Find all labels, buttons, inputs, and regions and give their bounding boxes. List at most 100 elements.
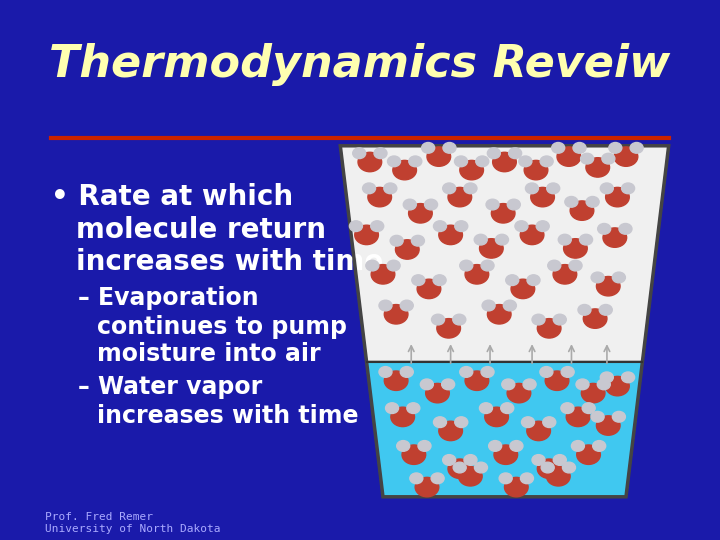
Circle shape bbox=[570, 201, 594, 220]
Text: increases with time: increases with time bbox=[97, 404, 359, 428]
Circle shape bbox=[407, 403, 420, 414]
Circle shape bbox=[480, 403, 492, 414]
Circle shape bbox=[515, 221, 528, 232]
Circle shape bbox=[371, 221, 384, 232]
Circle shape bbox=[548, 260, 561, 271]
Circle shape bbox=[349, 221, 362, 232]
Circle shape bbox=[443, 455, 456, 465]
Circle shape bbox=[372, 265, 395, 284]
Circle shape bbox=[553, 265, 577, 284]
Circle shape bbox=[552, 143, 564, 153]
Circle shape bbox=[459, 467, 482, 486]
Circle shape bbox=[481, 367, 494, 377]
Circle shape bbox=[596, 416, 620, 435]
Circle shape bbox=[448, 459, 472, 478]
Circle shape bbox=[619, 224, 632, 234]
Circle shape bbox=[422, 143, 435, 153]
Circle shape bbox=[537, 319, 561, 338]
Circle shape bbox=[613, 411, 626, 422]
Circle shape bbox=[418, 441, 431, 451]
Text: Thermodynamics Reveiw: Thermodynamics Reveiw bbox=[50, 43, 670, 86]
Circle shape bbox=[598, 224, 611, 234]
Circle shape bbox=[536, 221, 549, 232]
Text: University of North Dakota: University of North Dakota bbox=[45, 524, 220, 534]
Circle shape bbox=[363, 183, 376, 194]
Circle shape bbox=[503, 300, 516, 311]
Text: molecule return: molecule return bbox=[76, 215, 326, 244]
Circle shape bbox=[591, 411, 604, 422]
Circle shape bbox=[400, 300, 413, 311]
Circle shape bbox=[602, 153, 615, 164]
Circle shape bbox=[474, 234, 487, 245]
Circle shape bbox=[561, 367, 574, 377]
Circle shape bbox=[384, 183, 397, 194]
Circle shape bbox=[427, 147, 451, 166]
Circle shape bbox=[358, 152, 382, 172]
Circle shape bbox=[499, 473, 512, 484]
Circle shape bbox=[553, 314, 567, 325]
Circle shape bbox=[500, 403, 514, 414]
Circle shape bbox=[487, 305, 511, 324]
Circle shape bbox=[543, 417, 556, 428]
Circle shape bbox=[426, 383, 449, 403]
Circle shape bbox=[485, 407, 508, 427]
Circle shape bbox=[403, 199, 416, 210]
Circle shape bbox=[569, 260, 582, 271]
Circle shape bbox=[583, 309, 607, 328]
Circle shape bbox=[460, 260, 473, 271]
Circle shape bbox=[387, 156, 400, 167]
Circle shape bbox=[495, 234, 508, 245]
Circle shape bbox=[508, 199, 521, 210]
Circle shape bbox=[374, 148, 387, 159]
Circle shape bbox=[540, 156, 553, 167]
Circle shape bbox=[482, 300, 495, 311]
Circle shape bbox=[599, 305, 612, 315]
Circle shape bbox=[410, 473, 423, 484]
Circle shape bbox=[630, 143, 643, 153]
Circle shape bbox=[437, 319, 461, 338]
Circle shape bbox=[521, 417, 534, 428]
Circle shape bbox=[397, 441, 410, 451]
Circle shape bbox=[600, 183, 613, 194]
Circle shape bbox=[489, 441, 502, 451]
Circle shape bbox=[521, 473, 534, 484]
Circle shape bbox=[492, 152, 516, 172]
Circle shape bbox=[510, 441, 523, 451]
Circle shape bbox=[420, 379, 433, 390]
Circle shape bbox=[415, 477, 438, 497]
Circle shape bbox=[621, 372, 634, 383]
Text: • Rate at which: • Rate at which bbox=[51, 183, 294, 211]
Circle shape bbox=[433, 417, 446, 428]
Circle shape bbox=[438, 421, 462, 441]
Circle shape bbox=[606, 187, 629, 207]
Circle shape bbox=[443, 143, 456, 153]
Circle shape bbox=[455, 221, 468, 232]
Circle shape bbox=[566, 407, 590, 427]
Circle shape bbox=[385, 403, 399, 414]
Circle shape bbox=[505, 275, 518, 286]
Circle shape bbox=[577, 445, 600, 464]
Circle shape bbox=[523, 379, 536, 390]
Circle shape bbox=[564, 239, 588, 258]
Circle shape bbox=[546, 467, 570, 486]
Circle shape bbox=[387, 260, 400, 271]
Circle shape bbox=[614, 147, 638, 166]
Circle shape bbox=[480, 239, 503, 258]
Circle shape bbox=[368, 187, 392, 207]
Circle shape bbox=[412, 275, 425, 286]
Circle shape bbox=[393, 160, 416, 180]
Circle shape bbox=[586, 197, 599, 207]
Circle shape bbox=[578, 305, 591, 315]
Circle shape bbox=[353, 148, 366, 159]
Circle shape bbox=[487, 148, 500, 159]
Circle shape bbox=[379, 300, 392, 311]
Circle shape bbox=[593, 441, 606, 451]
Circle shape bbox=[474, 462, 487, 473]
Circle shape bbox=[464, 455, 477, 465]
Circle shape bbox=[454, 156, 467, 167]
Circle shape bbox=[581, 383, 605, 403]
Circle shape bbox=[453, 462, 466, 473]
Circle shape bbox=[519, 156, 532, 167]
Text: Prof. Fred Remer: Prof. Fred Remer bbox=[45, 512, 153, 522]
Circle shape bbox=[596, 276, 620, 296]
